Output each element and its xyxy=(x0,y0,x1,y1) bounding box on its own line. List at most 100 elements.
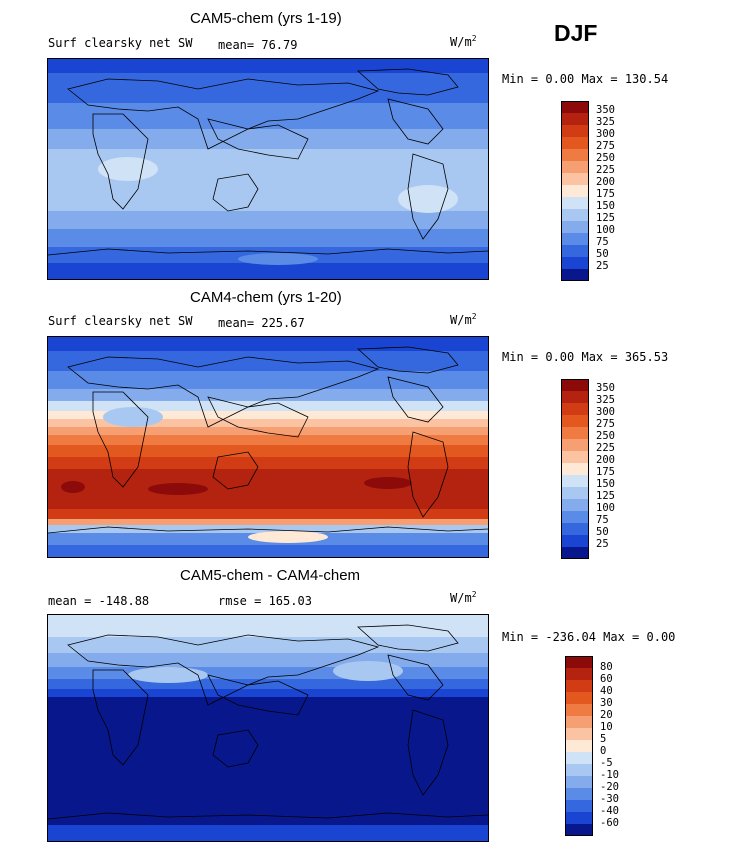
panel3-colorbar-seg xyxy=(565,668,593,680)
panel1-colorbar-seg xyxy=(561,101,589,113)
panel2-colorbar-seg xyxy=(561,547,589,559)
panel2-colorbar-seg xyxy=(561,535,589,547)
panel1-level-label: 50 xyxy=(596,248,609,260)
panel2-level-label: 200 xyxy=(596,454,615,466)
panel1-colorbar-seg xyxy=(561,137,589,149)
panel2-colorbar-seg xyxy=(561,487,589,499)
panel1-level-label: 75 xyxy=(596,236,609,248)
panel1-colorbar-seg xyxy=(561,125,589,137)
panel1-level-label: 300 xyxy=(596,128,615,140)
panel2-units: W/m2 xyxy=(450,312,477,327)
panel3-colorbar xyxy=(565,656,593,836)
panel2-level-label: 75 xyxy=(596,514,609,526)
panel2-colorbar-seg xyxy=(561,523,589,535)
panel1-level-label: 275 xyxy=(596,140,615,152)
panel2-colorbar-seg xyxy=(561,463,589,475)
panel2-colorbar-seg xyxy=(561,439,589,451)
panel1-level-label: 325 xyxy=(596,116,615,128)
panel1-units: W/m2 xyxy=(450,34,477,49)
panel1-colorbar-seg xyxy=(561,197,589,209)
panel1-level-label: 225 xyxy=(596,164,615,176)
panel2-level-label: 100 xyxy=(596,502,615,514)
panel1-colorbar-seg xyxy=(561,245,589,257)
panel2-level-label: 275 xyxy=(596,418,615,430)
panel3-level-label: 80 xyxy=(600,661,613,673)
panel3-minmax: Min = -236.04 Max = 0.00 xyxy=(502,630,676,644)
panel2-map xyxy=(47,336,489,558)
panel3-level-label: 10 xyxy=(600,721,613,733)
panel1-colorbar-seg xyxy=(561,161,589,173)
panel2-title: CAM4-chem (yrs 1-20) xyxy=(190,289,342,306)
panel1-colorbar-seg xyxy=(561,257,589,269)
panel2-level-label: 250 xyxy=(596,430,615,442)
panel3-units: W/m2 xyxy=(450,590,477,605)
panel2-minmax: Min = 0.00 Max = 365.53 xyxy=(502,350,669,364)
panel1-colorbar-seg xyxy=(561,209,589,221)
panel1-colorbar-seg xyxy=(561,185,589,197)
panel1-colorbar-seg xyxy=(561,173,589,185)
panel1-colorbar-seg xyxy=(561,233,589,245)
panel1-level-label: 25 xyxy=(596,260,609,272)
panel2-colorbar-seg xyxy=(561,379,589,391)
panel3-mean: mean = -148.88 xyxy=(48,594,150,608)
panel3-colorbar-seg xyxy=(565,680,593,692)
panel2-level-label: 300 xyxy=(596,406,615,418)
panel2-colorbar-seg xyxy=(561,475,589,487)
panel3-level-label: -40 xyxy=(600,805,619,817)
panel1-colorbar-seg xyxy=(561,221,589,233)
panel3-colorbar-seg xyxy=(565,752,593,764)
panel2-level-label: 350 xyxy=(596,382,615,394)
panel3-colorbar-seg xyxy=(565,800,593,812)
panel2-level-label: 125 xyxy=(596,490,615,502)
panel1-minmax: Min = 0.00 Max = 130.54 xyxy=(502,72,669,86)
panel1-title: CAM5-chem (yrs 1-19) xyxy=(190,10,342,27)
panel3-colorbar-seg xyxy=(565,740,593,752)
panel3-colorbar-seg xyxy=(565,788,593,800)
panel3-colorbar-seg xyxy=(565,692,593,704)
panel2-level-label: 25 xyxy=(596,538,609,550)
panel3-map-field xyxy=(48,615,488,841)
panel2-map-field xyxy=(48,337,488,557)
panel2-colorbar-seg xyxy=(561,427,589,439)
panel1-level-label: 350 xyxy=(596,104,615,116)
panel1-level-label: 200 xyxy=(596,176,615,188)
panel1-mean: mean= 76.79 xyxy=(218,38,298,52)
panel2-subtitle: Surf clearsky net SW xyxy=(48,314,193,328)
panel3-colorbar-seg xyxy=(565,728,593,740)
panel2-colorbar xyxy=(561,379,589,559)
panel3-colorbar-seg xyxy=(565,716,593,728)
panel3-level-label: 40 xyxy=(600,685,613,697)
panel3-level-label: 30 xyxy=(600,697,613,709)
panel3-level-label: -10 xyxy=(600,769,619,781)
panel3-colorbar-seg xyxy=(565,764,593,776)
panel2-level-label: 150 xyxy=(596,478,615,490)
panel2-mean: mean= 225.67 xyxy=(218,316,305,330)
panel2-colorbar-seg xyxy=(561,499,589,511)
panel3-level-label: -60 xyxy=(600,817,619,829)
panel3-colorbar-seg xyxy=(565,656,593,668)
panel3-level-label: -30 xyxy=(600,793,619,805)
panel2-colorbar-seg xyxy=(561,391,589,403)
panel2-level-label: 50 xyxy=(596,526,609,538)
panel1-colorbar-seg xyxy=(561,269,589,281)
panel1-subtitle: Surf clearsky net SW xyxy=(48,36,193,50)
panel1-map-field xyxy=(48,59,488,279)
panel3-colorbar-seg xyxy=(565,704,593,716)
panel1-colorbar xyxy=(561,101,589,281)
panel2-level-label: 175 xyxy=(596,466,615,478)
panel3-level-label: 20 xyxy=(600,709,613,721)
panel1-colorbar-seg xyxy=(561,113,589,125)
panel2-level-label: 225 xyxy=(596,442,615,454)
panel1-level-label: 150 xyxy=(596,200,615,212)
panel3-map xyxy=(47,614,489,842)
panel2-colorbar-seg xyxy=(561,415,589,427)
panel3-level-label: -5 xyxy=(600,757,613,769)
panel1-colorbar-seg xyxy=(561,149,589,161)
panel1-map xyxy=(47,58,489,280)
panel1-level-label: 100 xyxy=(596,224,615,236)
panel3-rmse: rmse = 165.03 xyxy=(218,594,312,608)
panel3-colorbar-seg xyxy=(565,812,593,824)
panel3-colorbar-seg xyxy=(565,776,593,788)
season-label: DJF xyxy=(554,20,598,46)
panel3-title: CAM5-chem - CAM4-chem xyxy=(180,567,361,584)
